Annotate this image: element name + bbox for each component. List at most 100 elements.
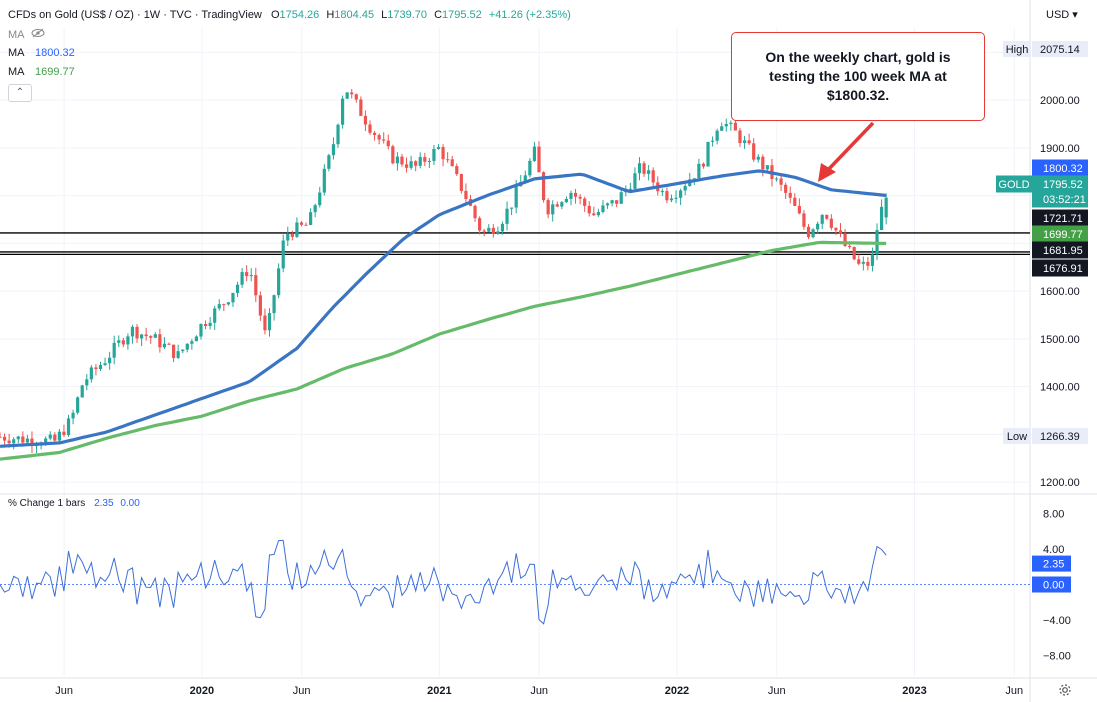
candle-body — [724, 123, 728, 127]
change-value: +41.26 (+2.35%) — [488, 9, 571, 21]
candle-body — [459, 174, 463, 191]
candle-body — [464, 190, 468, 200]
open-label: O — [270, 9, 280, 21]
candle-body — [208, 322, 212, 327]
ma-label-1: MA — [8, 29, 24, 41]
candle-body — [596, 211, 600, 216]
candle-body — [496, 231, 500, 235]
candle-body — [71, 412, 75, 419]
candle-body — [857, 259, 861, 264]
candle-body — [277, 268, 281, 296]
chart-header: CFDs on Gold (US$ / OZ) · 1W · TVC · Tra… — [8, 9, 571, 21]
ma-value-100: 1800.32 — [34, 47, 75, 59]
countdown-label: 03:52:21 — [1043, 194, 1086, 206]
candle-body — [779, 178, 783, 185]
candle-body — [112, 342, 116, 358]
oscillator-value-tag — [1032, 555, 1071, 572]
candle-body — [222, 304, 226, 306]
candle-body — [359, 99, 363, 116]
candle-body — [491, 227, 495, 235]
candle-body — [861, 261, 865, 264]
candle-body — [583, 198, 587, 206]
candle-body — [478, 218, 482, 231]
candle-body — [304, 224, 308, 226]
y-tick-label: 1200.00 — [1040, 477, 1080, 489]
candle-body — [16, 436, 20, 440]
candle-body — [372, 132, 377, 136]
candle-body — [692, 178, 696, 180]
candle-body — [391, 146, 395, 164]
low-label: L — [381, 9, 388, 21]
candle-body — [213, 308, 217, 323]
candle-body — [62, 431, 66, 436]
ma-indicator-100[interactable]: MA 1800.32 — [8, 47, 75, 59]
price-axis-label: 1699.77 — [1043, 229, 1083, 241]
candle-body — [427, 160, 431, 162]
candle-body — [852, 247, 856, 260]
candle-body — [171, 344, 176, 358]
oscillator-value-tag — [1032, 576, 1071, 593]
candle-body — [423, 157, 427, 162]
candle-body — [802, 213, 806, 227]
candle-body — [7, 440, 11, 444]
x-tick-label: Jun — [1005, 685, 1023, 697]
candle-body — [263, 315, 267, 331]
x-tick-label: 2020 — [190, 685, 214, 697]
candle-body — [628, 188, 632, 190]
oscillator-label: % Change 1 bars — [8, 498, 86, 509]
ma-indicator-200[interactable]: MA 1699.77 — [8, 66, 75, 78]
candle-body — [382, 139, 386, 141]
candle-body — [418, 157, 422, 166]
candle-body — [551, 204, 555, 215]
collapse-legend-button[interactable]: ⌃ — [8, 84, 32, 102]
annotation-box[interactable]: On the weekly chart, gold is testing the… — [731, 32, 985, 121]
oscillator-value-label: 2.35 — [1043, 559, 1064, 571]
eye-hidden-icon[interactable] — [31, 28, 45, 41]
candle-body — [80, 385, 84, 398]
candle-body — [569, 192, 573, 199]
candle-body — [816, 223, 820, 230]
candle-body — [487, 227, 491, 232]
candle-body — [240, 272, 244, 285]
candle-body — [363, 115, 368, 125]
candle-body — [53, 434, 57, 441]
candle-body — [44, 438, 48, 445]
ma-indicator-hidden[interactable]: MA — [8, 28, 45, 41]
candle-body — [866, 261, 870, 266]
candle-body — [811, 229, 815, 238]
candle-body — [249, 275, 253, 277]
candle-body — [203, 324, 208, 327]
high-tag-label: High — [1006, 44, 1029, 56]
settings-gear-icon[interactable] — [1058, 683, 1072, 702]
candle-body — [350, 92, 354, 95]
candle-body — [66, 418, 71, 436]
close-label: C — [434, 9, 443, 21]
candle-body — [587, 205, 591, 214]
candle-body — [788, 192, 792, 198]
candle-body — [500, 223, 505, 232]
price-axis-label: 1681.95 — [1043, 245, 1083, 257]
candle-body — [633, 173, 637, 189]
currency-selector[interactable]: USD ▾ — [1046, 8, 1078, 21]
candle-body — [825, 214, 829, 219]
candle-body — [167, 343, 171, 345]
candle-body — [733, 122, 738, 131]
candle-body — [21, 436, 25, 443]
candle-body — [318, 192, 322, 206]
candle-body — [94, 367, 98, 370]
candle-body — [765, 165, 769, 170]
candle-body — [532, 146, 537, 161]
candle-body — [89, 367, 93, 380]
currency-label: USD — [1046, 9, 1070, 21]
x-tick-label: 2022 — [665, 685, 689, 697]
candle-body — [286, 233, 290, 241]
candle-body — [564, 198, 569, 203]
candle-body — [482, 230, 486, 232]
candle-body — [742, 140, 747, 144]
candle-body — [834, 227, 838, 231]
candle-body — [793, 197, 797, 206]
candle-body — [473, 205, 477, 219]
candle-body — [665, 191, 669, 201]
candle-body — [85, 379, 89, 386]
